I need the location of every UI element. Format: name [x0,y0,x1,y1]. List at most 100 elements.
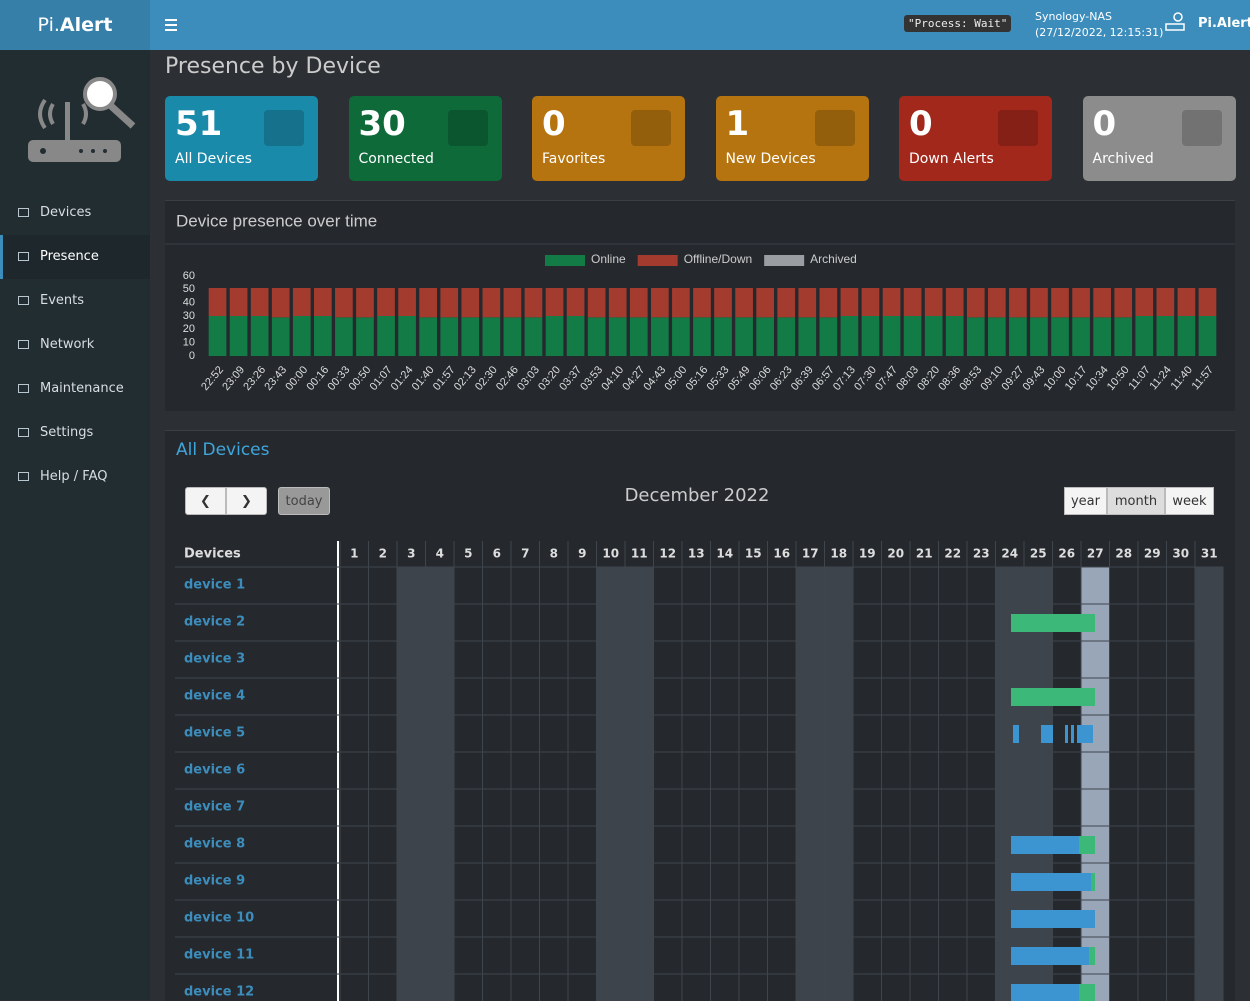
bar-segment [714,317,732,356]
legend-label: Online [591,252,626,266]
weekend-column [796,567,825,1001]
weekend-column [625,567,654,1001]
menu-toggle[interactable] [165,18,179,32]
bar-segment [356,317,374,356]
x-tick-label: 04:10 [599,364,626,393]
device-name[interactable]: device 12 [184,985,254,1000]
x-tick-label: 01:07 [368,364,395,393]
x-tick-label: 03:53 [578,364,605,393]
nav-label: Settings [40,425,94,440]
device-name[interactable]: device 4 [184,689,245,704]
x-tick-label: 05:49 [726,364,753,393]
bar-segment [229,316,248,356]
x-tick-label: 10:00 [1042,364,1069,393]
day-header: 4 [436,547,444,561]
stat-card[interactable]: 0 Down Alerts [899,96,1052,181]
x-tick-label: 10:34 [1084,364,1111,393]
stat-card[interactable]: 1 New Devices [715,96,869,181]
x-tick-label: 03:37 [557,364,584,393]
status: "Process: Wait" [904,15,1012,32]
bar-segment [1177,316,1196,356]
card-value: 1 [725,104,750,144]
stat-card[interactable]: 0 Archived [1082,96,1236,181]
device-name[interactable]: device 3 [184,652,245,667]
nav-item[interactable]: Maintenance [0,367,150,411]
day-header: 12 [659,547,676,561]
x-tick-label: 10:50 [1105,364,1132,393]
bar-segment [672,288,690,318]
brand[interactable]: Pi.Alert [0,0,150,50]
stat-card[interactable]: 0 Favorites [532,96,685,181]
day-header: 7 [521,547,529,561]
next-button[interactable]: ❯ [226,487,267,515]
presence-segment [1011,947,1089,965]
presence-segment [1011,984,1079,1001]
device-name[interactable]: device 10 [184,911,254,926]
nav-item[interactable]: Settings [0,411,150,455]
bar-segment [1009,288,1027,318]
nav-item[interactable]: Events [0,279,150,323]
y-tick-label: 30 [183,310,195,322]
bar-segment [524,317,543,356]
x-tick-label: 04:27 [620,364,647,393]
user-icon[interactable] [1164,10,1188,34]
x-tick-label: 00:50 [347,364,374,393]
device-name[interactable]: device 8 [184,837,245,852]
bar-segment [987,317,1006,356]
calendar-month: December 2022 [624,485,770,506]
nav-item[interactable]: Presence [0,235,150,279]
bar-segment [398,288,416,316]
today-button[interactable]: today [278,487,330,515]
nav-item[interactable]: Devices [0,191,150,235]
weekend-column [596,567,625,1001]
nav-icon [18,296,29,305]
datetime: (27/12/2022, 12:15:31) [1035,26,1164,39]
bar-segment [545,288,564,316]
bar-segment [735,317,753,356]
view-button[interactable]: week [1165,487,1214,515]
presence-segment [1041,725,1053,743]
day-header: 5 [464,547,472,561]
y-tick-label: 10 [183,337,195,349]
device-name[interactable]: device 2 [184,615,245,630]
weekend-column [995,567,1024,1001]
bar-segment [756,288,775,318]
x-tick-label: 22:52 [199,364,226,393]
presence-segment [1011,910,1095,928]
stat-card[interactable]: 30 Connected [348,96,502,181]
device-name[interactable]: device 6 [184,763,245,778]
day-header: 11 [631,547,648,561]
bar-segment [735,288,753,318]
presence-segment [1079,836,1095,854]
bar-segment [440,288,459,318]
device-name[interactable]: device 11 [184,948,254,963]
nav-item[interactable]: Network [0,323,150,367]
nav-item[interactable]: Help / FAQ [0,455,150,499]
bar-segment [903,288,922,316]
view-button[interactable]: year [1064,487,1107,515]
presence-segment [1011,873,1091,891]
nav-icon [18,384,29,393]
bar-segment [503,317,522,356]
device-name[interactable]: device 7 [184,800,245,815]
bar-segment [819,288,838,318]
bar-segment [1030,317,1048,356]
day-header: 31 [1201,547,1218,561]
user-name[interactable]: Pi.Alert [1198,16,1250,31]
bar-segment [335,317,353,356]
bar-segment [840,316,859,356]
device-name[interactable]: device 5 [184,726,245,741]
bar-segment [377,288,395,316]
bar-segment [271,288,290,318]
view-button[interactable]: month [1107,487,1165,515]
device-name[interactable]: device 1 [184,578,245,593]
stat-card[interactable]: 51 All Devices [165,96,318,181]
bar-segment [250,288,269,316]
nav-label: Devices [40,205,92,220]
device-name[interactable]: device 9 [184,874,245,889]
legend-label: Archived [810,252,857,266]
bar-segment [377,316,395,356]
prev-button[interactable]: ❮ [185,487,226,515]
host-info: Synology-NAS (27/12/2022, 12:15:31) [1035,9,1163,41]
